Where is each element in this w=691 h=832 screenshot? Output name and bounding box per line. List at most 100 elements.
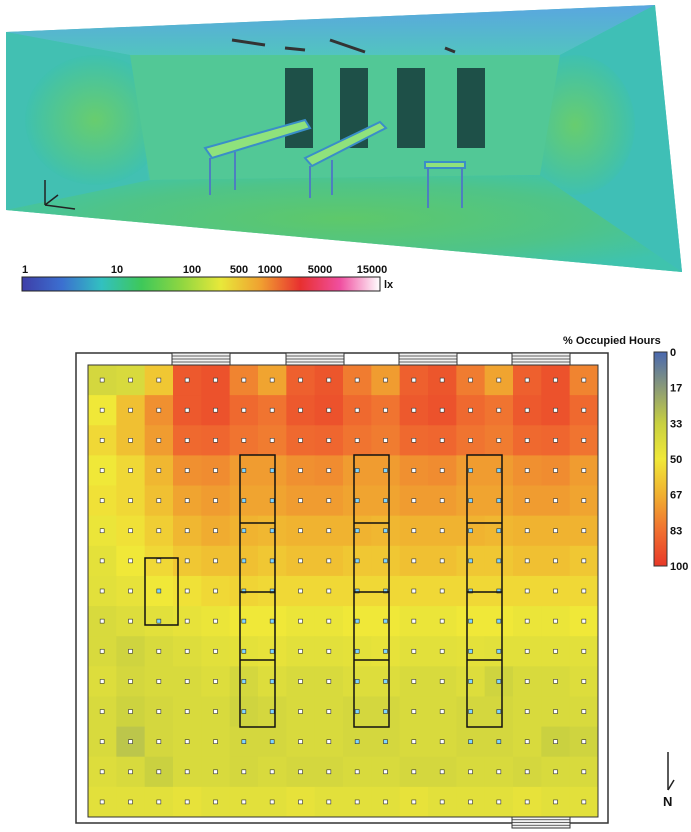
- sensor-point: [496, 799, 502, 805]
- sensor-point: [213, 438, 218, 443]
- sensor-point: [383, 377, 388, 383]
- sensor-point: [439, 377, 445, 383]
- sensor-point: [99, 468, 105, 473]
- sensor-point: [213, 648, 218, 654]
- sensor-point: [213, 498, 218, 503]
- sensor-point: [99, 407, 105, 413]
- sensor-point: [468, 588, 473, 594]
- north-label: N: [663, 794, 672, 809]
- sensor-point: [581, 558, 587, 564]
- sensor-point: [269, 438, 275, 443]
- sensor-point: [553, 558, 558, 564]
- sensor-point: [128, 679, 133, 684]
- sensor-point: [156, 498, 162, 503]
- sensor-point: [411, 468, 417, 473]
- sensor-point: [99, 498, 105, 503]
- occupancy-floorplan: % Occupied Hours 0 17 33 50 67 83 100 N: [75, 335, 688, 829]
- occupancy-tick-label: 33: [670, 418, 682, 430]
- sensor-point: [128, 407, 133, 413]
- sensor-point: [524, 769, 530, 775]
- sensor-point: [326, 407, 332, 413]
- sensor-point: [326, 739, 332, 744]
- sensor-point: [383, 528, 388, 534]
- occupancy-tick-label: 83: [670, 525, 682, 537]
- sensor-point: [184, 558, 190, 564]
- sensor-point: [524, 679, 530, 684]
- sensor-point: [439, 498, 445, 503]
- light-fixture: [329, 38, 366, 54]
- sensor-point: [99, 438, 105, 443]
- sensor-point: [128, 739, 133, 744]
- sensor-point: [213, 377, 218, 383]
- sensor-point: [439, 648, 445, 654]
- sensor-point: [468, 438, 473, 443]
- sensor-point: [184, 799, 190, 805]
- sensor-point: [156, 377, 162, 383]
- sensor-point: [326, 799, 332, 805]
- window: [398, 352, 458, 366]
- sensor-point: [354, 739, 360, 744]
- lux-tick-label: 1000: [258, 264, 282, 276]
- sensor-point: [468, 739, 473, 744]
- light-fixture: [284, 46, 306, 52]
- axis-x: [44, 204, 76, 210]
- sensor-point: [298, 799, 303, 805]
- sensor-point: [269, 498, 275, 503]
- sensor-point: [128, 468, 133, 473]
- sensor-point: [184, 588, 190, 594]
- sensor-point: [241, 438, 247, 443]
- sensor-point: [581, 468, 587, 473]
- sensor-point: [439, 407, 445, 413]
- sensor-point: [581, 799, 587, 805]
- occupancy-legend-bar: [653, 351, 668, 567]
- sensor-point: [128, 588, 133, 594]
- sensor-point: [496, 438, 502, 443]
- bench-right: [424, 161, 466, 169]
- lux-tick-label: 1: [22, 264, 28, 276]
- occupancy-tick-label: 50: [670, 454, 682, 466]
- sensor-point: [298, 588, 303, 594]
- bench-middle: [303, 120, 388, 168]
- sensor-point: [298, 498, 303, 503]
- sensor-point: [383, 558, 388, 564]
- lux-colour-scale: 1 10 100 500 1000 5000 15000 lx: [21, 264, 394, 292]
- sensor-point: [326, 709, 332, 714]
- sensor-point: [326, 769, 332, 775]
- sensor-point: [269, 468, 275, 473]
- sensor-point: [383, 498, 388, 503]
- sensor-point: [99, 648, 105, 654]
- sensor-point: [99, 528, 105, 534]
- sensor-point: [213, 739, 218, 744]
- sensor-point: [213, 588, 218, 594]
- sensor-point: [383, 588, 388, 594]
- sensor-point: [354, 438, 360, 443]
- sensor-point: [496, 498, 502, 503]
- sensor-point: [213, 558, 218, 564]
- sensor-point: [99, 618, 105, 624]
- window: [457, 68, 485, 148]
- sensor-point: [411, 709, 417, 714]
- sensor-point: [99, 377, 105, 383]
- sensor-point: [581, 709, 587, 714]
- sensor-point: [326, 498, 332, 503]
- small-bench: [144, 557, 179, 626]
- sensor-point: [241, 468, 247, 473]
- bench: [239, 454, 276, 728]
- sensor-point: [326, 588, 332, 594]
- sensor-point: [156, 438, 162, 443]
- sensor-point: [241, 588, 247, 594]
- sensor-point: [383, 648, 388, 654]
- sensor-point: [581, 618, 587, 624]
- bottom-window: [511, 816, 571, 829]
- sensor-point: [156, 769, 162, 775]
- sensor-point: [553, 498, 558, 503]
- sensor-point: [298, 769, 303, 775]
- sensor-point: [241, 528, 247, 534]
- sensor-point: [468, 468, 473, 473]
- sensor-point: [354, 498, 360, 503]
- sensor-point: [269, 799, 275, 805]
- sensor-point: [553, 769, 558, 775]
- sensor-point: [553, 679, 558, 684]
- sensor-point: [439, 769, 445, 775]
- sensor-point: [213, 618, 218, 624]
